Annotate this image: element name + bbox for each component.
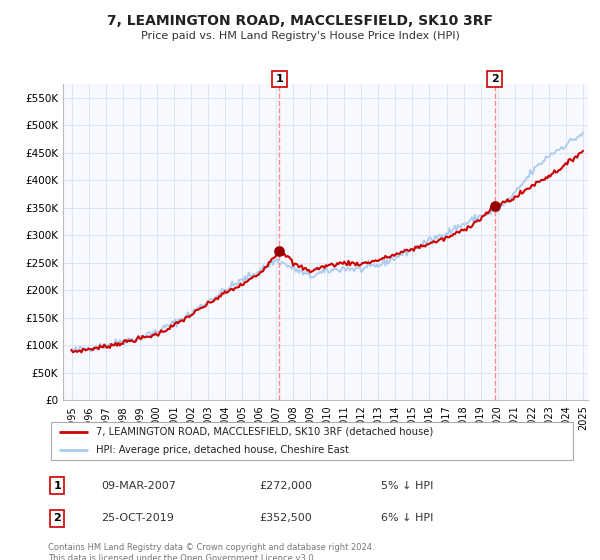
Text: 09-MAR-2007: 09-MAR-2007 [101,480,176,491]
Point [490,202,499,211]
Text: 1: 1 [275,74,283,84]
Text: 2: 2 [491,74,499,84]
Text: 5% ↓ HPI: 5% ↓ HPI [380,480,433,491]
Text: Contains HM Land Registry data © Crown copyright and database right 2024.
This d: Contains HM Land Registry data © Crown c… [48,543,374,560]
Point [275,246,284,255]
Text: 6% ↓ HPI: 6% ↓ HPI [380,514,433,524]
Text: 7, LEAMINGTON ROAD, MACCLESFIELD, SK10 3RF (detached house): 7, LEAMINGTON ROAD, MACCLESFIELD, SK10 3… [95,427,433,437]
FancyBboxPatch shape [50,422,574,460]
Text: 2: 2 [53,514,61,524]
Text: 1: 1 [53,480,61,491]
Text: 25-OCT-2019: 25-OCT-2019 [101,514,173,524]
Text: £352,500: £352,500 [259,514,312,524]
Text: £272,000: £272,000 [259,480,312,491]
Text: HPI: Average price, detached house, Cheshire East: HPI: Average price, detached house, Ches… [95,445,349,455]
Text: 7, LEAMINGTON ROAD, MACCLESFIELD, SK10 3RF: 7, LEAMINGTON ROAD, MACCLESFIELD, SK10 3… [107,14,493,28]
Text: Price paid vs. HM Land Registry's House Price Index (HPI): Price paid vs. HM Land Registry's House … [140,31,460,41]
